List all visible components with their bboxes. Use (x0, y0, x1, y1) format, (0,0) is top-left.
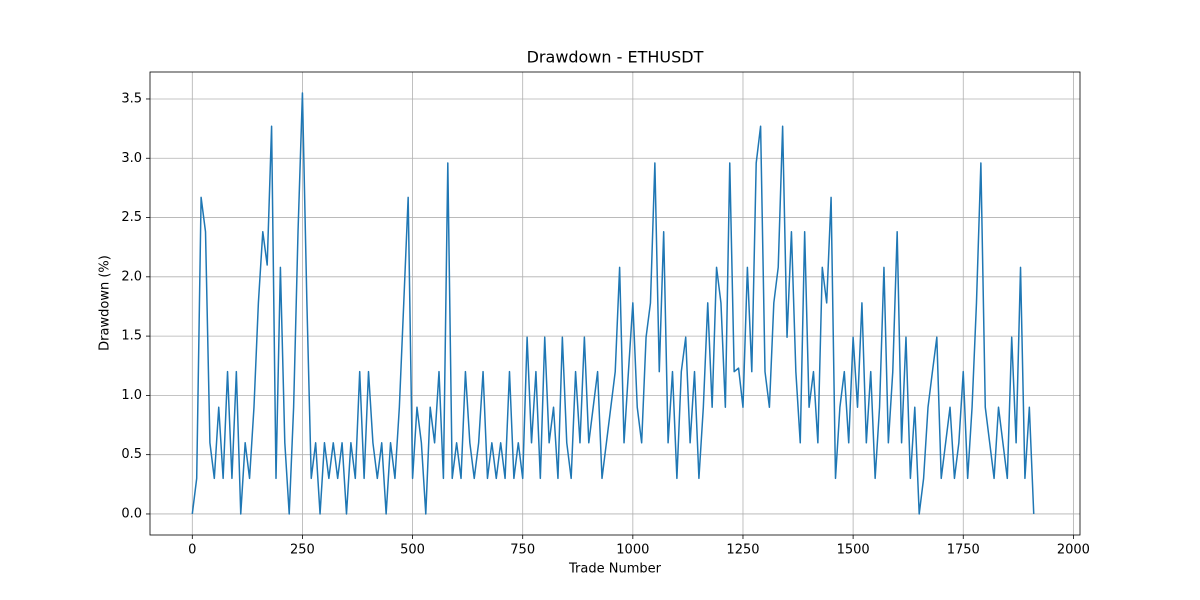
x-tick-label: 500 (400, 543, 425, 558)
x-tick-label: 2000 (1057, 543, 1090, 558)
y-axis-label: Drawdown (%) (98, 255, 113, 351)
x-axis-label: Trade Number (568, 562, 662, 577)
y-tick-label: 2.5 (121, 210, 142, 225)
x-tick-label: 1000 (616, 543, 649, 558)
x-tick-label: 1250 (726, 543, 759, 558)
y-tick-label: 1.5 (121, 329, 142, 344)
y-tick-label: 0.0 (121, 506, 142, 521)
plot-frame (149, 71, 1081, 536)
x-tick-label: 250 (290, 543, 315, 558)
y-tick-label: 3.0 (121, 151, 142, 166)
data-line (191, 92, 1035, 515)
y-tick-label: 3.5 (121, 91, 142, 106)
chart-title: Drawdown - ETHUSDT (527, 48, 704, 67)
x-tick-label: 1500 (837, 543, 870, 558)
x-tick-label: 750 (510, 543, 535, 558)
x-tick-label: 0 (188, 543, 196, 558)
y-tick-label: 2.0 (121, 269, 142, 284)
x-tick-label: 1750 (947, 543, 980, 558)
y-tick-label: 1.0 (121, 388, 142, 403)
y-tick-label: 0.5 (121, 447, 142, 462)
